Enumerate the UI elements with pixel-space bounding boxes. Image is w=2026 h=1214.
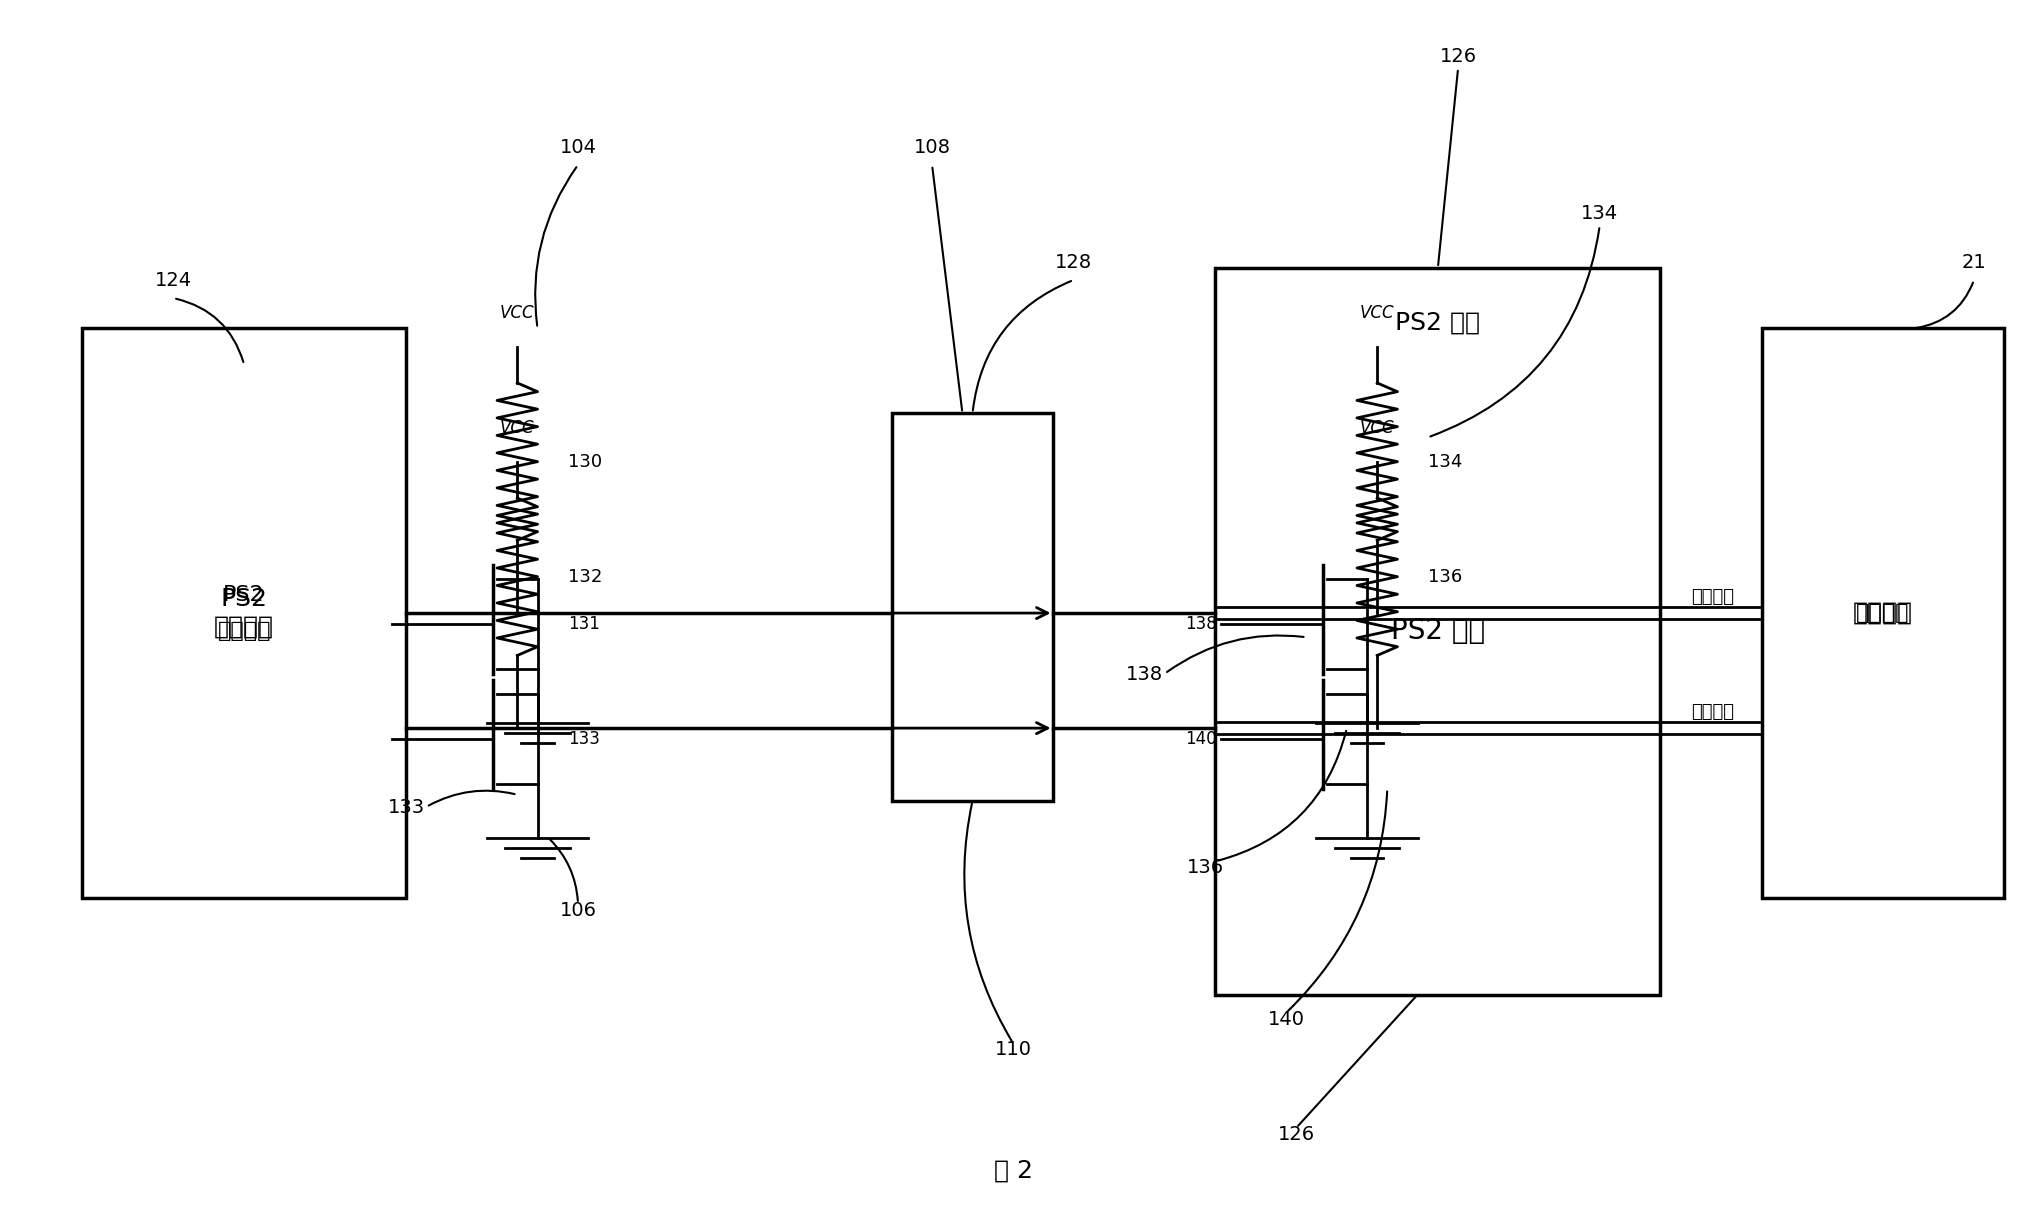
- Text: 主处理器: 主处理器: [1856, 603, 1911, 623]
- Text: PS2 接口: PS2 接口: [1390, 617, 1485, 645]
- FancyBboxPatch shape: [1216, 268, 1661, 994]
- Text: 140: 140: [1268, 1010, 1305, 1029]
- Text: 108: 108: [914, 138, 950, 157]
- Text: 21: 21: [1961, 253, 1985, 272]
- Text: 图 2: 图 2: [993, 1158, 1033, 1182]
- Text: 时钟信号: 时钟信号: [1692, 703, 1734, 721]
- Text: 130: 130: [567, 453, 602, 471]
- Text: 133: 133: [387, 798, 425, 817]
- Text: 134: 134: [1580, 204, 1619, 223]
- Text: PS2
外围设备: PS2 外围设备: [215, 588, 274, 639]
- Text: 134: 134: [1428, 453, 1463, 471]
- Text: VCC: VCC: [500, 305, 535, 323]
- Text: 主处理器: 主处理器: [1854, 601, 1913, 625]
- Text: VCC: VCC: [1359, 305, 1394, 323]
- Text: 136: 136: [1428, 568, 1463, 585]
- Text: 138: 138: [1185, 615, 1218, 632]
- Text: 106: 106: [559, 901, 596, 920]
- Text: 126: 126: [1440, 47, 1477, 66]
- Text: PS2
外围设备: PS2 外围设备: [217, 585, 271, 641]
- Text: 104: 104: [559, 138, 596, 157]
- Text: 数据信号: 数据信号: [1692, 589, 1734, 606]
- Text: 126: 126: [1278, 1125, 1315, 1144]
- FancyBboxPatch shape: [1761, 329, 2004, 897]
- Text: VCC: VCC: [500, 419, 535, 437]
- Text: 131: 131: [567, 615, 600, 632]
- Text: 128: 128: [1056, 253, 1092, 272]
- Text: 140: 140: [1185, 730, 1216, 748]
- Text: 138: 138: [1126, 665, 1163, 683]
- FancyBboxPatch shape: [83, 329, 405, 897]
- Text: 124: 124: [154, 271, 192, 290]
- Text: VCC: VCC: [1359, 419, 1394, 437]
- Text: 133: 133: [567, 730, 600, 748]
- Text: PS2 接口: PS2 接口: [1396, 311, 1481, 334]
- FancyBboxPatch shape: [891, 413, 1054, 801]
- Text: 136: 136: [1187, 858, 1224, 878]
- Text: 110: 110: [995, 1040, 1031, 1059]
- Text: 132: 132: [567, 568, 602, 585]
